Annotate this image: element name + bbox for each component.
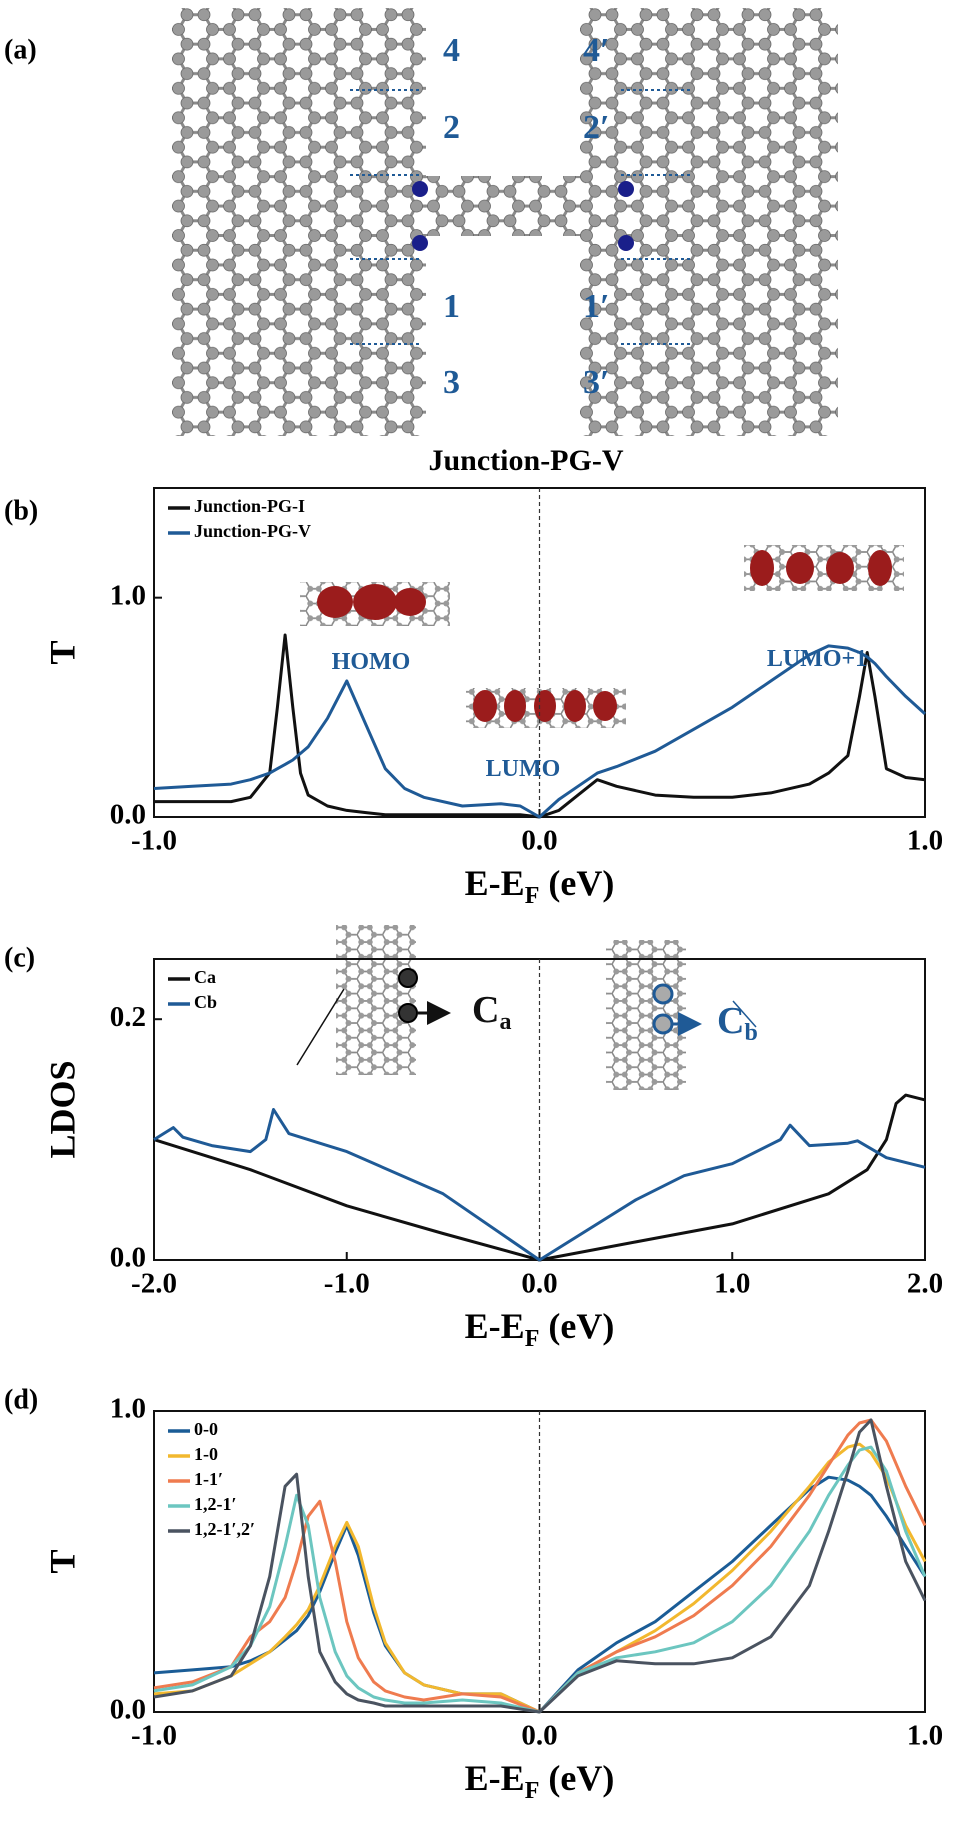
annotation-text: C xyxy=(717,1000,744,1042)
y-axis-label: LDOS xyxy=(42,1060,82,1158)
y-axis-label: T xyxy=(42,1549,82,1573)
site-label: 1′ xyxy=(583,288,610,325)
site-label: 3 xyxy=(443,364,460,401)
x-tick-label: 0.0 xyxy=(521,1720,557,1752)
site-label: 4 xyxy=(443,32,460,69)
site-label: 2′ xyxy=(583,109,610,146)
annotation-text: LUMO xyxy=(486,756,561,782)
legend-label: Ca xyxy=(194,967,216,987)
legend-label: 0-0 xyxy=(194,1419,218,1439)
x-tick-label: 1.0 xyxy=(714,1268,750,1300)
x-axis-label-part: E-E xyxy=(465,1306,525,1346)
x-tick-label: -2.0 xyxy=(131,1268,177,1300)
legend-label: 1-0 xyxy=(194,1444,218,1464)
x-tick-label: 1.0 xyxy=(907,1720,943,1752)
x-axis-label-part: (eV) xyxy=(539,1758,614,1798)
annotation-text: LUMO+1 xyxy=(767,646,867,672)
site-inset xyxy=(296,925,757,1090)
legend-label: Junction-PG-V xyxy=(194,521,311,541)
legend-label: Junction-PG-I xyxy=(194,496,305,516)
caption: Junction-PG-V xyxy=(429,444,624,477)
legend-label: 1,2-1′ xyxy=(194,1494,237,1514)
x-tick-label: -1.0 xyxy=(324,1268,370,1300)
orbital-inset xyxy=(300,545,904,728)
series-line xyxy=(153,1418,927,1714)
series-line xyxy=(153,1093,926,1262)
annotation: Cb xyxy=(717,1000,758,1046)
series-line xyxy=(153,1418,927,1714)
annotation-text: HOMO xyxy=(332,649,411,675)
y-tick-label: 0.0 xyxy=(110,1242,146,1274)
site-label: 2 xyxy=(443,109,460,146)
site-label: 4′ xyxy=(583,32,610,69)
legend-label: 1,2-1′,2′ xyxy=(194,1519,255,1539)
site-label: 3′ xyxy=(583,364,610,401)
x-tick-label: 2.0 xyxy=(907,1268,943,1300)
site-label: 1 xyxy=(443,288,460,325)
y-tick-label: 0.0 xyxy=(110,799,146,831)
y-axis-label: T xyxy=(42,640,82,664)
annotation-sub: a xyxy=(499,1009,511,1035)
x-tick-label: 1.0 xyxy=(907,825,943,857)
y-tick-label: 0.0 xyxy=(110,1694,146,1726)
x-axis-label-part: E-E xyxy=(465,1758,525,1798)
annotation-sub: b xyxy=(744,1020,757,1046)
x-axis-label-part: (eV) xyxy=(539,863,614,903)
x-axis-label-part: E-E xyxy=(465,863,525,903)
panel-label: (a) xyxy=(4,34,37,65)
legend-label: 1-1′ xyxy=(194,1469,223,1489)
legend-label: Cb xyxy=(194,992,217,1012)
x-tick-label: 0.0 xyxy=(521,825,557,857)
panel-label: (d) xyxy=(4,1384,38,1415)
panel-label: (c) xyxy=(4,942,35,973)
x-axis-label: E-EF (eV) xyxy=(465,1758,615,1803)
x-axis-label-part: F xyxy=(525,1326,540,1352)
x-axis-label: E-EF (eV) xyxy=(465,863,615,908)
x-axis-label-part: F xyxy=(525,1778,540,1804)
annotation: Ca xyxy=(472,989,511,1035)
series-line xyxy=(153,1108,926,1262)
annotation-text: C xyxy=(472,989,499,1031)
x-axis-label: E-EF (eV) xyxy=(465,1306,615,1351)
x-tick-label: 0.0 xyxy=(521,1268,557,1300)
y-tick-label: 1.0 xyxy=(110,1393,146,1425)
x-axis-label-part: F xyxy=(525,883,540,909)
series-line xyxy=(153,1445,927,1714)
annotation: LUMO+1 xyxy=(767,646,867,672)
x-tick-label: -1.0 xyxy=(131,1720,177,1752)
molecule xyxy=(172,8,838,436)
panel-label: (b) xyxy=(4,495,38,526)
x-tick-label: -1.0 xyxy=(131,825,177,857)
series-line xyxy=(153,644,927,819)
x-axis-label-part: (eV) xyxy=(539,1306,614,1346)
series-line xyxy=(154,633,926,819)
annotation: LUMO xyxy=(486,756,561,782)
y-tick-label: 1.0 xyxy=(110,579,146,611)
annotation: HOMO xyxy=(332,649,411,675)
y-tick-label: 0.2 xyxy=(110,1001,146,1033)
